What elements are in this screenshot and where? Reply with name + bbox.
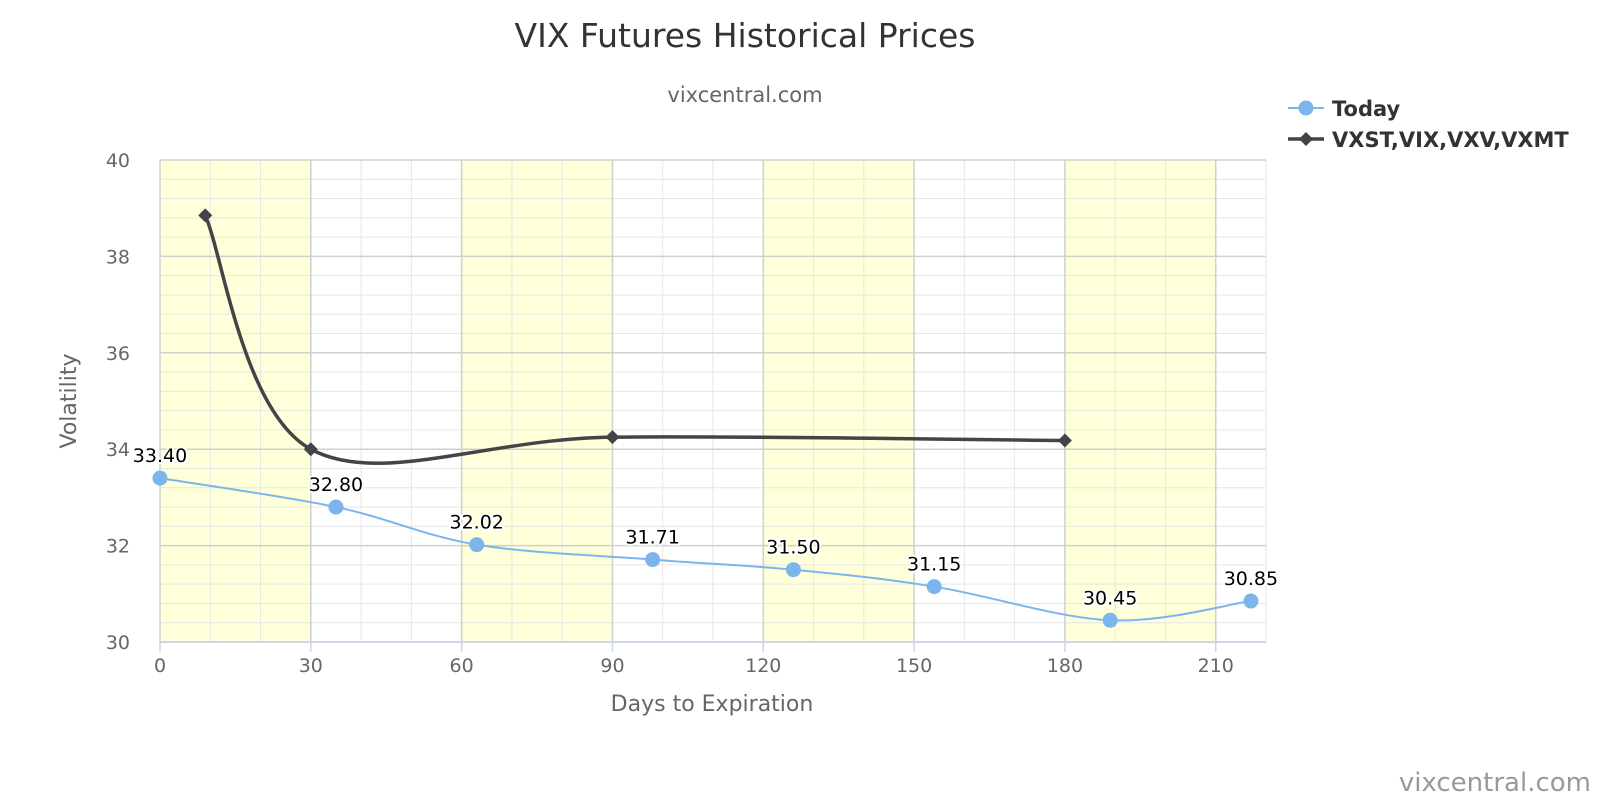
diamond-marker xyxy=(303,442,318,457)
data-label: 31.15 xyxy=(907,554,961,576)
circle-marker xyxy=(469,537,485,553)
x-tick-label: 60 xyxy=(450,655,474,677)
band-0 xyxy=(160,160,311,642)
x-tick-label: 120 xyxy=(745,655,781,677)
legend-label-0: Today xyxy=(1332,97,1401,121)
data-label: 30.45 xyxy=(1083,587,1137,609)
circle-marker xyxy=(328,499,344,515)
data-label: 32.02 xyxy=(450,512,504,534)
y-tick-label: 32 xyxy=(106,536,130,558)
data-labels: 33.40 32.80 32.02 31.71 31.50 31.15 30.45 30.85 xyxy=(131,443,1280,611)
legend: Today VXST,VIX,VXV,VXMT xyxy=(1288,97,1569,152)
circle-marker xyxy=(785,562,801,578)
series-line-1 xyxy=(203,214,1065,465)
circle-marker xyxy=(926,579,942,595)
credit-text: vixcentral.com xyxy=(1399,768,1591,798)
series-markers xyxy=(152,208,1259,628)
x-tick-label: 180 xyxy=(1047,655,1083,677)
band-2 xyxy=(763,160,915,642)
y-tick-label: 34 xyxy=(106,439,130,461)
y-tick-label: 30 xyxy=(106,632,130,654)
diamond-marker xyxy=(198,208,213,223)
circle-marker xyxy=(645,552,661,568)
band-1 xyxy=(461,160,613,642)
x-axis-title: Days to Expiration xyxy=(611,692,814,717)
data-label: 32.80 xyxy=(309,474,363,496)
x-tick-label: 30 xyxy=(299,655,323,677)
legend-circle-icon xyxy=(1298,100,1314,116)
x-tick-label: 150 xyxy=(896,655,932,677)
chart-subtitle: vixcentral.com xyxy=(667,83,822,107)
x-tick-label: 90 xyxy=(600,655,624,677)
band-3 xyxy=(1064,160,1216,642)
data-label: 31.50 xyxy=(766,537,820,559)
legend-diamond-icon xyxy=(1299,132,1313,146)
legend-label-1: VXST,VIX,VXV,VXMT xyxy=(1332,128,1569,152)
diamond-marker xyxy=(605,430,620,445)
circle-marker xyxy=(1243,593,1259,609)
diamond-marker xyxy=(1057,433,1072,448)
y-tick-label: 38 xyxy=(106,246,130,268)
x-tick-label: 210 xyxy=(1198,655,1234,677)
x-tick-label: 0 xyxy=(154,655,166,677)
data-label: 31.71 xyxy=(625,527,679,549)
y-tick-label: 40 xyxy=(106,150,130,172)
grid-lines xyxy=(159,159,1267,643)
chart-title: VIX Futures Historical Prices xyxy=(515,16,976,55)
axes xyxy=(159,641,1266,652)
tick-labels: 30 32 34 36 38 40 0 30 60 90 120 150 180 210 xyxy=(106,150,1234,677)
circle-marker xyxy=(1102,612,1118,628)
alternate-bands xyxy=(160,160,1216,642)
y-axis-title: Volatility xyxy=(57,353,82,448)
circle-marker xyxy=(152,470,168,486)
y-tick-label: 36 xyxy=(106,343,130,365)
data-label: 33.40 xyxy=(133,445,187,467)
data-label: 30.85 xyxy=(1224,568,1278,590)
